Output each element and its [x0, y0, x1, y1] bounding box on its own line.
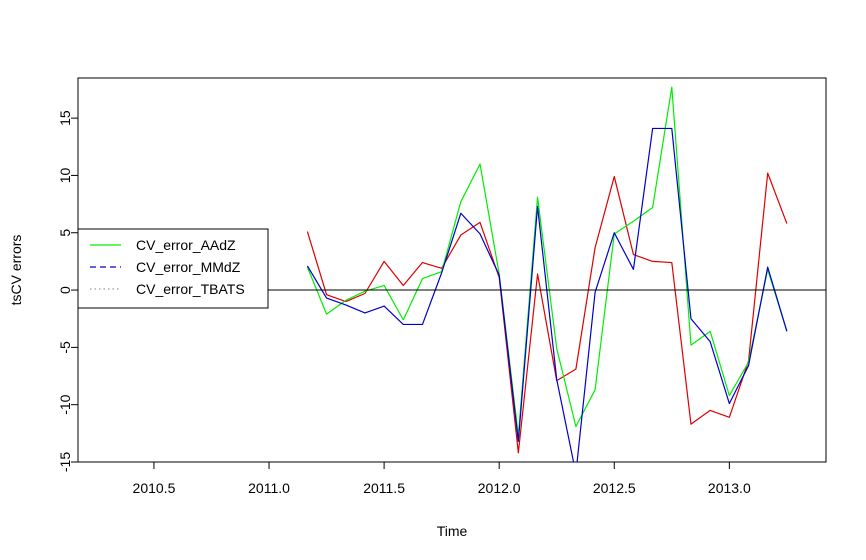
- y-axis: -15 -10 -5 0 5 10 15: [57, 110, 79, 472]
- x-tick-label: 2011.5: [363, 480, 405, 496]
- y-axis-title: tsCV errors: [8, 235, 24, 306]
- series-line-cv-error-aadz: [306, 86, 788, 437]
- y-tick-label: -5: [57, 341, 73, 354]
- series-line-cv-error-mmdz: [306, 127, 788, 462]
- x-axis: 2010.5 2011.0 2011.5 2012.0 2012.5 2013.0: [133, 461, 751, 496]
- y-tick-label: 0: [57, 286, 73, 294]
- series-line-cv-error-tbats: [306, 172, 788, 454]
- y-tick-label: 15: [57, 110, 73, 126]
- x-axis-title: Time: [437, 523, 468, 539]
- legend-label: CV_error_AAdZ: [136, 237, 236, 253]
- legend-label: CV_error_TBATS: [136, 281, 245, 297]
- y-tick-label: 10: [57, 167, 73, 183]
- legend: CV_error_AAdZ CV_error_MMdZ CV_error_TBATS: [77, 228, 269, 309]
- y-tick-label: -15: [57, 452, 73, 472]
- x-tick-label: 2010.5: [133, 480, 176, 496]
- x-tick-label: 2013.0: [708, 480, 751, 496]
- y-tick-label: -10: [57, 394, 73, 414]
- series-layer: [306, 86, 788, 462]
- x-tick-label: 2012.0: [478, 480, 521, 496]
- x-tick-label: 2012.5: [593, 480, 636, 496]
- y-tick-label: 5: [57, 229, 73, 237]
- x-tick-label: 2011.0: [248, 480, 290, 496]
- legend-label: CV_error_MMdZ: [136, 259, 241, 275]
- legend-box: [77, 228, 269, 309]
